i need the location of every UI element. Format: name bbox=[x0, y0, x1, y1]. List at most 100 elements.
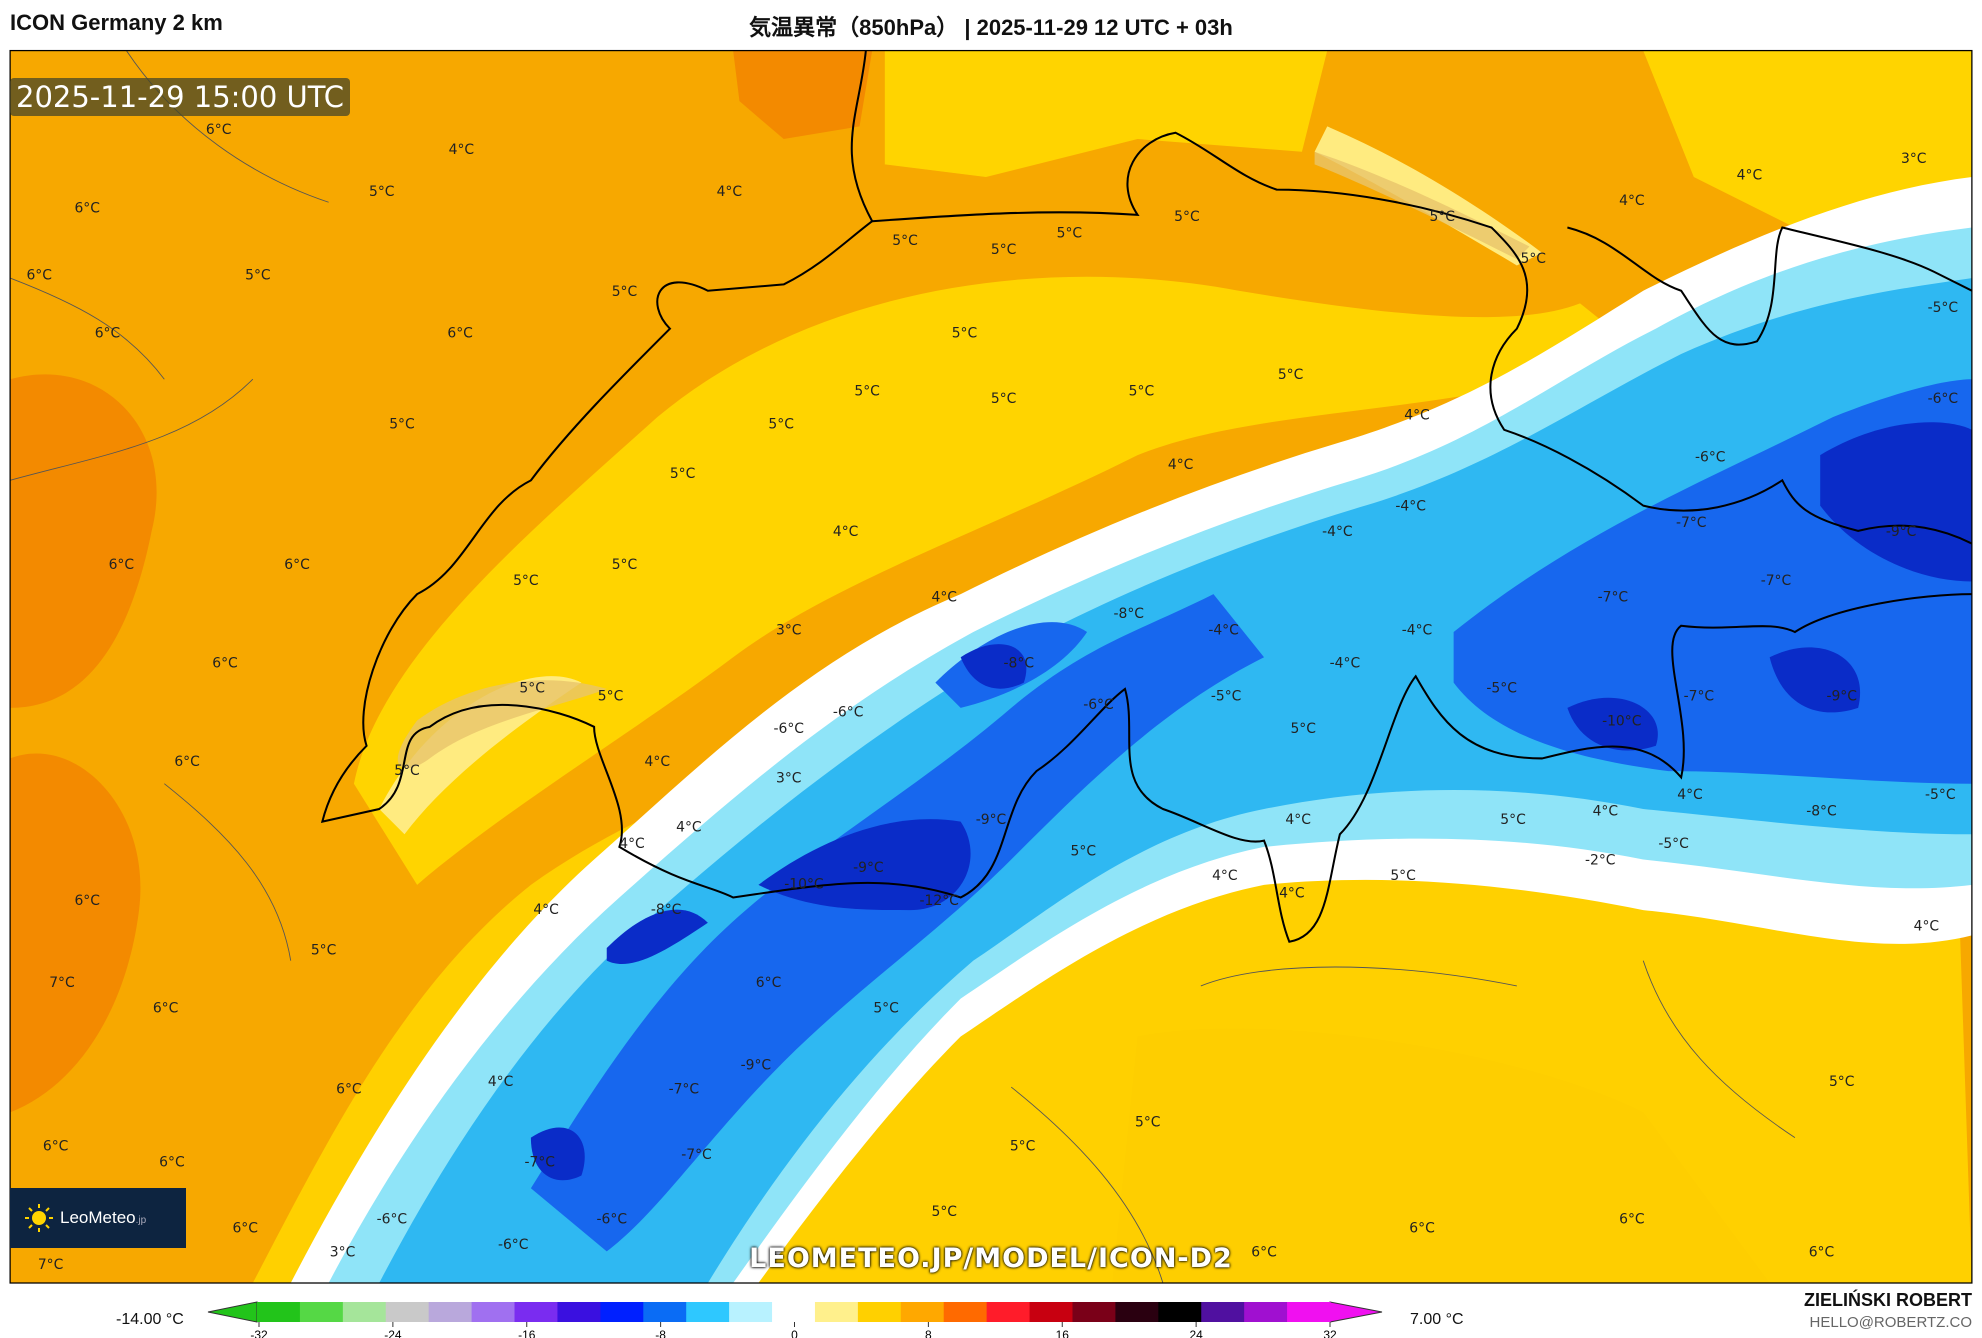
colorbar-swatch bbox=[514, 1302, 559, 1322]
temperature-label: 4°C bbox=[1212, 868, 1237, 884]
temperature-label: -7°C bbox=[669, 1081, 700, 1097]
temperature-label: 5°C bbox=[854, 384, 879, 400]
temperature-label: -5°C bbox=[1928, 300, 1959, 316]
temperature-label: 5°C bbox=[1129, 384, 1154, 400]
colorbar-swatch bbox=[1201, 1302, 1245, 1322]
temperature-label: -6°C bbox=[1083, 697, 1114, 713]
temperature-label: 6°C bbox=[26, 267, 51, 283]
author-email: HELLO@ROBERTZ.CO bbox=[1809, 1314, 1972, 1331]
temperature-label: 5°C bbox=[513, 573, 538, 589]
temperature-label: 6°C bbox=[109, 557, 134, 573]
temperature-label: 5°C bbox=[1135, 1114, 1160, 1130]
temperature-label: 5°C bbox=[369, 184, 394, 200]
temperature-label: -6°C bbox=[597, 1212, 628, 1228]
temperature-label: -4°C bbox=[1330, 655, 1361, 671]
temperature-label: -7°C bbox=[524, 1155, 555, 1171]
temperature-label: -2°C bbox=[1585, 853, 1615, 869]
temperature-label: 4°C bbox=[1677, 787, 1702, 803]
colorbar-swatch bbox=[686, 1302, 730, 1322]
colorbar-tick-label: -16 bbox=[518, 1328, 536, 1338]
author-name: ZIELIŃSKI ROBERT bbox=[1803, 1290, 1972, 1310]
map-title: 気温異常（850hPa） | 2025-11-29 12 UTC + 03h bbox=[749, 15, 1233, 40]
colorbar-min-label: -14.00 °C bbox=[116, 1311, 184, 1328]
temperature-label: -6°C bbox=[498, 1237, 528, 1253]
temperature-label: 4°C bbox=[449, 142, 474, 158]
author-credit: ZIELIŃSKI ROBERT HELLO@ROBERTZ.CO bbox=[1804, 1290, 1972, 1331]
temperature-label: -4°C bbox=[1322, 524, 1353, 540]
temperature-label: 5°C bbox=[311, 942, 336, 958]
sun-icon bbox=[25, 1204, 53, 1232]
colorbar-tick-label: 24 bbox=[1189, 1328, 1203, 1338]
colorbar-swatch bbox=[986, 1302, 1031, 1322]
valid-time-badge: 2025-11-29 15:00 UTC bbox=[10, 78, 351, 116]
temperature-label: 4°C bbox=[1619, 193, 1644, 209]
temperature-label: 5°C bbox=[991, 242, 1016, 258]
temperature-label: -9°C bbox=[741, 1057, 772, 1073]
temperature-label: 5°C bbox=[598, 688, 623, 704]
colorbar-swatch bbox=[943, 1302, 988, 1322]
temperature-label: 4°C bbox=[488, 1074, 513, 1090]
temperature-label: -8°C bbox=[1806, 803, 1837, 819]
colorbar-swatch bbox=[299, 1302, 344, 1322]
temperature-label: -8°C bbox=[651, 902, 681, 918]
temperature-label: 4°C bbox=[717, 184, 742, 200]
temperature-label: 5°C bbox=[389, 417, 414, 433]
temperature-label: 3°C bbox=[1901, 151, 1926, 167]
temperature-label: 5°C bbox=[612, 284, 637, 300]
temperature-label: -5°C bbox=[1658, 836, 1689, 852]
colorbar-tick-label: -24 bbox=[384, 1328, 402, 1338]
temperature-label: 5°C bbox=[245, 267, 270, 283]
temperature-label: 5°C bbox=[952, 326, 977, 342]
temperature-label: 4°C bbox=[645, 754, 670, 770]
temperature-label: 6°C bbox=[447, 326, 472, 342]
map-field bbox=[10, 50, 1972, 1284]
temperature-label: 3°C bbox=[776, 623, 801, 639]
colorbar-swatch bbox=[557, 1302, 601, 1322]
logo-text: LeoMeteo.jp bbox=[60, 1208, 147, 1227]
colorbar-tick-label: 8 bbox=[925, 1328, 932, 1338]
temperature-label: 6°C bbox=[1409, 1220, 1434, 1236]
watermark-url: LEOMETEO.JP/MODEL/ICON-D2 bbox=[749, 1243, 1233, 1274]
temperature-label: -9°C bbox=[1886, 524, 1917, 540]
temperature-label: 5°C bbox=[768, 417, 793, 433]
temperature-label: 4°C bbox=[676, 820, 701, 836]
colorbar-min-arrow bbox=[207, 1301, 258, 1323]
temperature-label: -6°C bbox=[377, 1212, 408, 1228]
temperature-label: 6°C bbox=[1619, 1212, 1644, 1228]
temperature-label: 5°C bbox=[1290, 721, 1315, 737]
temperature-label: -10°C bbox=[1602, 714, 1641, 730]
colorbar-max-label: 7.00 °C bbox=[1410, 1311, 1464, 1328]
temperature-label: 5°C bbox=[1390, 868, 1415, 884]
temperature-label: -5°C bbox=[1211, 688, 1242, 704]
temperature-label: -6°C bbox=[1695, 449, 1726, 465]
temperature-label: -6°C bbox=[833, 705, 864, 721]
colorbar-swatch bbox=[428, 1302, 473, 1322]
temperature-label: 3°C bbox=[776, 770, 801, 786]
temperature-label: 4°C bbox=[1737, 168, 1762, 184]
temperature-label: 5°C bbox=[1010, 1138, 1035, 1154]
leometeo-logo: LeoMeteo.jp bbox=[10, 1188, 186, 1248]
colorbar-swatch bbox=[1072, 1302, 1116, 1322]
temperature-label: 5°C bbox=[1057, 226, 1082, 242]
colorbar-swatch bbox=[729, 1302, 773, 1322]
temperature-label: 4°C bbox=[1404, 408, 1429, 424]
temperature-label: 4°C bbox=[1285, 812, 1310, 828]
temperature-label: -9°C bbox=[853, 860, 884, 876]
temperature-label: 3°C bbox=[330, 1244, 355, 1260]
colorbar-swatch bbox=[1029, 1302, 1074, 1322]
colorbar-swatch bbox=[471, 1302, 516, 1322]
temperature-label: 6°C bbox=[95, 326, 120, 342]
colorbar-swatch bbox=[643, 1302, 687, 1322]
temperature-label: 5°C bbox=[519, 681, 544, 697]
temperature-label: 5°C bbox=[1278, 367, 1303, 383]
colorbar: -32 -24 -16 -8 0 8 16 24 32 bbox=[207, 1301, 1383, 1338]
temperature-label: 5°C bbox=[1430, 209, 1455, 225]
temperature-label: 6°C bbox=[74, 893, 99, 909]
temperature-label: -4°C bbox=[1395, 499, 1426, 515]
temperature-label: -6°C bbox=[774, 721, 804, 737]
colorbar-swatch bbox=[1244, 1302, 1288, 1322]
temperature-label: 5°C bbox=[991, 391, 1016, 407]
temperature-label: 7°C bbox=[49, 975, 74, 991]
colorbar-swatch bbox=[772, 1302, 816, 1322]
